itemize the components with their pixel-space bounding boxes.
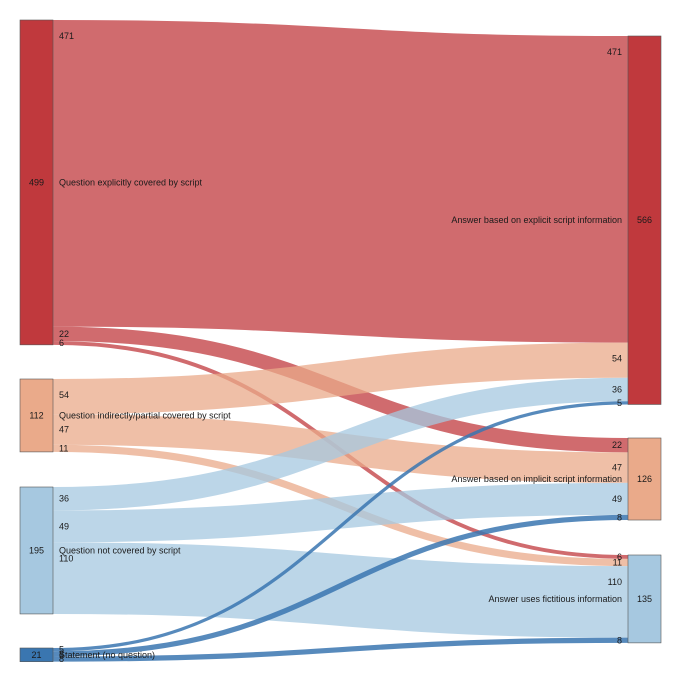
- flow-target-value-label: 49: [612, 494, 622, 504]
- node-a_implicit: [627, 437, 662, 521]
- flow-link-q_not-to-a_fictitious: [52, 542, 629, 638]
- node-q_explicit: [19, 19, 54, 346]
- flow-target-value-label: 5: [617, 398, 622, 408]
- flow-source-value-label: 47: [59, 424, 69, 434]
- node-statement: [19, 647, 54, 662]
- node-label-q_not: Question not covered by script: [59, 545, 181, 555]
- node-label-a_fictitious: Answer uses fictitious information: [488, 594, 622, 604]
- node-q_not: [19, 486, 54, 615]
- flow-source-value-label: 6: [59, 338, 64, 348]
- flow-link-statement-to-a_explicit: [52, 401, 629, 652]
- flow-target-value-label: 11: [613, 557, 622, 567]
- flow-source-value-label: 54: [59, 390, 69, 400]
- node-value-a_explicit: 566: [637, 215, 652, 225]
- flow-source-value-label: 8: [59, 649, 64, 659]
- node-value-q_explicit: 499: [29, 177, 44, 187]
- node-value-statement: 21: [31, 650, 41, 660]
- flow-link-statement-to-a_implicit: [52, 514, 629, 657]
- flow-source-value-label: 11: [59, 443, 68, 453]
- flow-source-value-label: 5: [59, 645, 64, 655]
- node-label-q_explicit: Question explicitly covered by script: [59, 177, 203, 187]
- flow-target-value-label: 110: [608, 577, 622, 587]
- flow-link-q_not-to-a_explicit: [52, 377, 629, 511]
- flow-target-value-label: 8: [617, 512, 622, 522]
- flow-source-value-label: 471: [59, 31, 74, 41]
- flow-link-q_not-to-a_implicit: [52, 482, 629, 543]
- node-value-q_indirect: 112: [29, 410, 43, 420]
- flow-target-value-label: 6: [617, 552, 622, 562]
- flow-target-value-label: 36: [612, 384, 622, 394]
- sankey-nodes: [19, 19, 662, 662]
- sankey-labels: 4714712222665454474711113636494911011055…: [29, 31, 652, 664]
- node-q_indirect: [19, 378, 54, 453]
- flow-link-q_explicit-to-a_explicit: [52, 20, 629, 343]
- node-a_explicit: [627, 35, 662, 405]
- node-label-statement: Statement (no question): [59, 650, 155, 660]
- flow-link-statement-to-a_fictitious: [52, 637, 629, 662]
- node-value-q_not: 195: [29, 545, 44, 555]
- flow-target-value-label: 22: [612, 440, 622, 450]
- node-label-q_indirect: Question indirectly/partial covered by s…: [59, 410, 231, 420]
- flow-target-value-label: 8: [617, 635, 622, 645]
- node-value-a_fictitious: 135: [637, 594, 652, 604]
- flow-target-value-label: 471: [607, 47, 622, 57]
- flow-source-value-label: 110: [59, 553, 73, 563]
- flow-source-value-label: 8: [59, 654, 64, 664]
- flow-source-value-label: 22: [59, 329, 69, 339]
- node-label-a_implicit: Answer based on implicit script informat…: [451, 474, 622, 484]
- flow-source-value-label: 36: [59, 494, 69, 504]
- node-a_fictitious: [627, 554, 662, 644]
- flow-target-value-label: 47: [612, 463, 622, 473]
- flow-target-value-label: 54: [612, 354, 622, 364]
- node-value-a_implicit: 126: [637, 474, 652, 484]
- flow-source-value-label: 49: [59, 521, 69, 531]
- sankey-links: [52, 20, 629, 662]
- flow-link-q_indirect-to-a_explicit: [52, 342, 629, 415]
- node-label-a_explicit: Answer based on explicit script informat…: [451, 215, 622, 225]
